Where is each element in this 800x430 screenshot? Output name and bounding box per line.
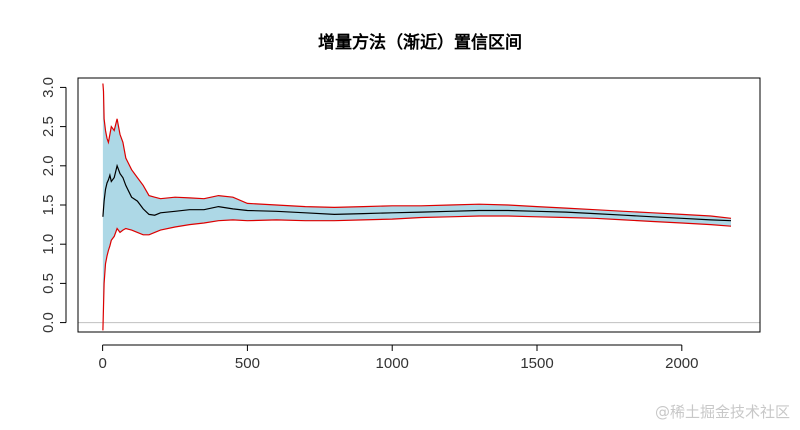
- x-tick-label: 500: [235, 355, 260, 372]
- axes: 0 500 1000 1500 2000 0.0 0.5 1.0 1.5 2.0 2.5 3.0: [40, 77, 761, 372]
- y-tick-label: 1.0: [40, 234, 57, 255]
- x-tick-label: 1000: [376, 355, 409, 372]
- series-lower-bound-line: [102, 215, 732, 331]
- chart-title: 增量方法（渐近）置信区间: [318, 32, 522, 53]
- series-estimate-line: [102, 163, 732, 222]
- x-tick-label: 1500: [520, 355, 553, 372]
- confidence-band: [102, 83, 731, 331]
- y-tick-label: 0.5: [40, 273, 57, 294]
- y-tick-label: 2.0: [40, 155, 57, 176]
- series-group: [78, 83, 760, 331]
- y-tick-label: 3.0: [40, 77, 57, 98]
- y-tick-label: 2.5: [40, 116, 57, 137]
- plot-area: [78, 83, 760, 331]
- plot-frame: [77, 77, 761, 333]
- watermark-text: @稀土掘金技术社区: [654, 403, 790, 421]
- y-tick-label: 1.5: [40, 195, 57, 216]
- x-tick-label: 2000: [665, 355, 698, 372]
- y-tick-label: 0.0: [40, 312, 57, 333]
- x-tick-label: 0: [98, 355, 106, 372]
- series-upper-bound-line: [102, 83, 732, 219]
